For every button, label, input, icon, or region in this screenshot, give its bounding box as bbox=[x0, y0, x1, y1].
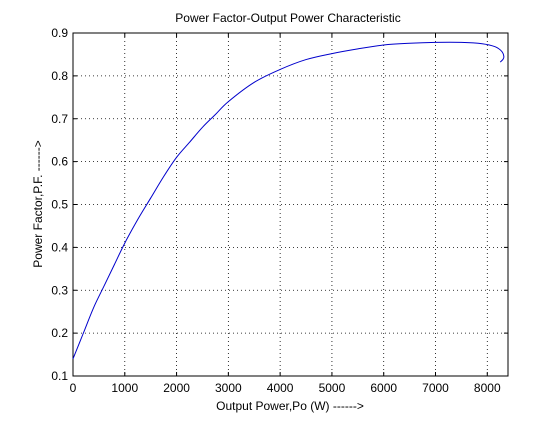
x-tick-label: 4000 bbox=[267, 381, 294, 395]
x-tick-label: 8000 bbox=[474, 381, 501, 395]
y-tick-labels: 0.1 0.2 0.3 0.4 0.5 0.6 0.7 0.8 0.9 bbox=[51, 26, 68, 383]
x-tick-label: 2000 bbox=[163, 381, 190, 395]
grid-lines bbox=[73, 33, 508, 376]
x-tick-label: 3000 bbox=[215, 381, 242, 395]
y-tick-label: 0.1 bbox=[51, 369, 68, 383]
x-tick-label: 7000 bbox=[422, 381, 449, 395]
axis-ticks bbox=[72, 32, 508, 377]
x-tick-label: 6000 bbox=[370, 381, 397, 395]
y-tick-label: 0.2 bbox=[51, 326, 68, 340]
y-tick-label: 0.8 bbox=[51, 69, 68, 83]
series-line bbox=[72, 41, 505, 360]
x-tick-label: 0 bbox=[70, 381, 77, 395]
x-tick-labels: 0 1000 2000 3000 4000 5000 6000 7000 8000 bbox=[70, 381, 501, 395]
plot-area bbox=[72, 32, 509, 377]
y-tick-label: 0.9 bbox=[51, 26, 68, 40]
chart-title: Power Factor-Output Power Characteristic bbox=[175, 11, 400, 25]
x-axis-label: Output Power,Po (W) ------> bbox=[216, 399, 364, 413]
y-tick-label: 0.4 bbox=[51, 240, 68, 254]
y-tick-label: 0.7 bbox=[51, 112, 68, 126]
y-tick-label: 0.3 bbox=[51, 283, 68, 297]
y-tick-label: 0.5 bbox=[51, 198, 68, 212]
y-tick-label: 0.6 bbox=[51, 155, 68, 169]
y-axis-label: Power Factor,P.F. ------> bbox=[31, 140, 45, 267]
x-tick-label: 5000 bbox=[319, 381, 346, 395]
x-tick-label: 1000 bbox=[111, 381, 138, 395]
